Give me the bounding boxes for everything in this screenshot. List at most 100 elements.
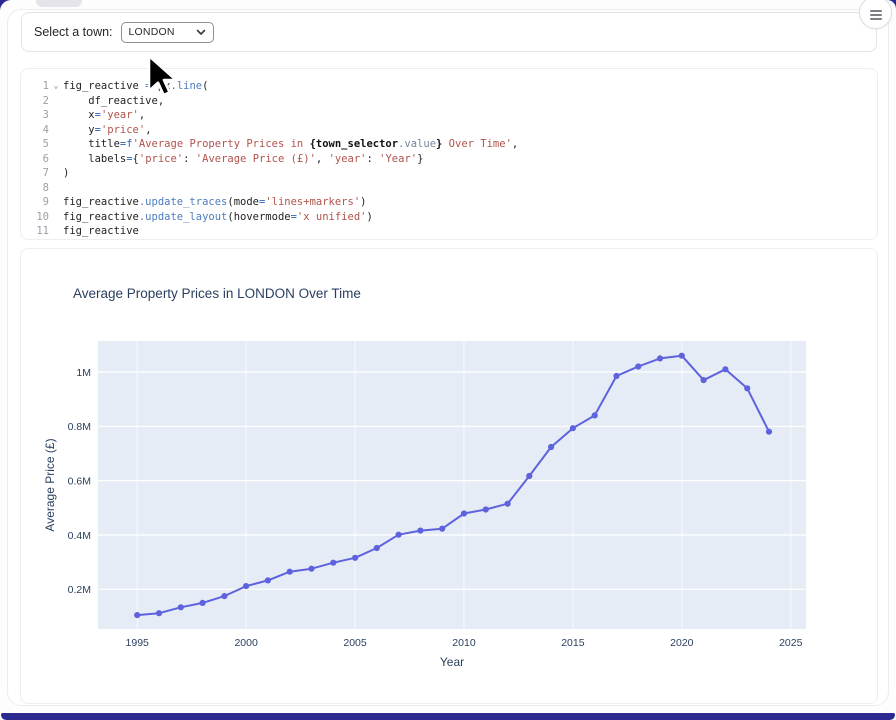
x-axis-title: Year — [440, 655, 464, 669]
data-point-marker[interactable] — [569, 425, 577, 432]
town-selector-label: Select a town: — [34, 25, 113, 39]
code-editor-cell[interactable]: 1 ⌄ fig_reactive = px.line(2 df_reactive, 3… — [20, 68, 878, 240]
data-point-marker[interactable] — [352, 554, 359, 561]
code-line: 4 y='price', — [21, 123, 877, 138]
code-line: 1 ⌄ fig_reactive = px.line( — [21, 79, 877, 94]
line-number: 11 — [36, 225, 49, 237]
cropped-top-element — [36, 0, 82, 7]
x-tick-label: 2005 — [343, 637, 367, 649]
line-number: 2 — [42, 94, 49, 107]
data-point-marker[interactable] — [548, 443, 555, 451]
fold-spacer — [49, 123, 63, 138]
x-tick-label: 2000 — [234, 637, 258, 649]
data-point-marker[interactable] — [526, 472, 533, 480]
code-line: 6 labels={'price': 'Average Price (£)', … — [21, 152, 877, 167]
code-text: title=f'Average Property Prices in {town… — [63, 138, 519, 150]
line-number: 8 — [42, 181, 49, 194]
data-point-marker[interactable] — [330, 559, 337, 566]
fold-spacer — [49, 210, 63, 225]
window-frame-corner — [0, 0, 13, 13]
code-line: 7) — [21, 166, 877, 181]
line-number: 10 — [36, 210, 49, 223]
data-point-marker[interactable] — [221, 593, 228, 600]
line-number: 1 — [42, 80, 49, 92]
code-text: ) — [63, 167, 70, 179]
code-line: 8 — [21, 181, 877, 196]
chart-title: Average Property Prices in LONDON Over T… — [73, 286, 361, 301]
line-number: 6 — [42, 152, 49, 165]
data-point-marker[interactable] — [199, 599, 206, 606]
data-point-marker[interactable] — [134, 612, 141, 619]
town-selector-cell: Select a town: LONDON — [21, 12, 877, 52]
data-point-marker[interactable] — [417, 527, 424, 534]
x-tick-label: 2025 — [779, 637, 803, 649]
x-tick-label: 1995 — [126, 637, 150, 649]
code-line: 9 fig_reactive.update_traces(mode='lines+… — [21, 195, 877, 210]
window-frame-bottom — [1, 713, 895, 720]
code-line: 10 fig_reactive.update_layout(hovermode='… — [21, 210, 877, 225]
code-text — [63, 181, 877, 196]
data-point-marker[interactable] — [286, 568, 293, 575]
fold-spacer — [49, 94, 63, 109]
y-tick-label: 1M — [76, 367, 91, 379]
data-point-marker[interactable] — [373, 544, 380, 552]
x-tick-label: 2015 — [561, 637, 585, 649]
line-number: 4 — [42, 123, 49, 136]
window-frame-corner — [887, 0, 896, 9]
x-tick-label: 2010 — [452, 637, 476, 649]
chevron-down-icon — [196, 29, 206, 36]
code-line: 5 title=f'Average Property Prices in {to… — [21, 137, 877, 152]
plot-area[interactable] — [98, 341, 806, 629]
data-point-marker[interactable] — [308, 565, 315, 572]
fold-arrow-icon[interactable]: ⌄ — [53, 81, 59, 91]
code-text: x='year', — [63, 109, 146, 121]
price-line-series[interactable] — [137, 354, 770, 617]
fold-spacer — [49, 152, 63, 167]
data-point-marker[interactable] — [656, 355, 664, 362]
data-point-marker[interactable] — [744, 385, 751, 392]
code-text: fig_reactive — [63, 225, 139, 237]
line-number: 7 — [42, 167, 49, 179]
code-text: y='price', — [63, 123, 152, 136]
data-point-marker[interactable] — [504, 500, 511, 507]
y-tick-label: 0.8M — [68, 421, 91, 433]
x-tick-label: 2020 — [670, 637, 694, 649]
code-text: labels={'price': 'Average Price (£)', 'y… — [63, 152, 424, 165]
line-number: 3 — [42, 109, 49, 121]
town-select-dropdown[interactable]: LONDON — [120, 21, 214, 43]
data-point-marker[interactable] — [482, 506, 489, 513]
data-point-marker[interactable] — [155, 610, 163, 617]
line-number: 9 — [42, 196, 49, 208]
code-text: df_reactive, — [63, 94, 165, 107]
chart-output-cell: 1995 2000 2005 2010 2015 2020 2025 0.2M 0.4M 0.6M… — [20, 248, 878, 704]
data-point-marker[interactable] — [678, 352, 685, 359]
data-point-marker[interactable] — [765, 428, 773, 435]
data-point-marker[interactable] — [635, 363, 642, 370]
y-tick-label: 0.6M — [68, 475, 91, 487]
fold-spacer — [49, 181, 63, 196]
data-point-marker[interactable] — [177, 604, 184, 611]
data-point-marker[interactable] — [722, 366, 729, 373]
data-point-marker[interactable] — [264, 577, 271, 584]
y-tick-label: 0.4M — [68, 530, 91, 542]
fold-spacer — [49, 195, 63, 210]
hamburger-icon — [869, 10, 882, 20]
fold-spacer — [49, 224, 63, 239]
fold-spacer — [49, 108, 63, 123]
plotly-line-chart[interactable]: 1995 2000 2005 2010 2015 2020 2025 0.2M 0.4M 0.6M… — [21, 249, 877, 703]
data-point-marker[interactable] — [395, 531, 402, 538]
data-point-marker[interactable] — [243, 583, 250, 590]
code-text: fig_reactive = px.line( — [63, 80, 209, 92]
data-point-marker[interactable] — [613, 372, 620, 380]
town-select-value: LONDON — [128, 26, 175, 38]
data-point-marker[interactable] — [460, 510, 468, 517]
code-text: fig_reactive.update_layout(hovermode='x … — [63, 210, 373, 223]
y-tick-label: 0.2M — [68, 584, 91, 596]
fold-spacer — [49, 137, 63, 152]
data-point-marker[interactable] — [700, 377, 707, 384]
code-line: 2 df_reactive, — [21, 94, 877, 109]
data-point-marker[interactable] — [439, 525, 446, 532]
line-number: 5 — [42, 138, 49, 150]
data-point-marker[interactable] — [591, 412, 598, 419]
